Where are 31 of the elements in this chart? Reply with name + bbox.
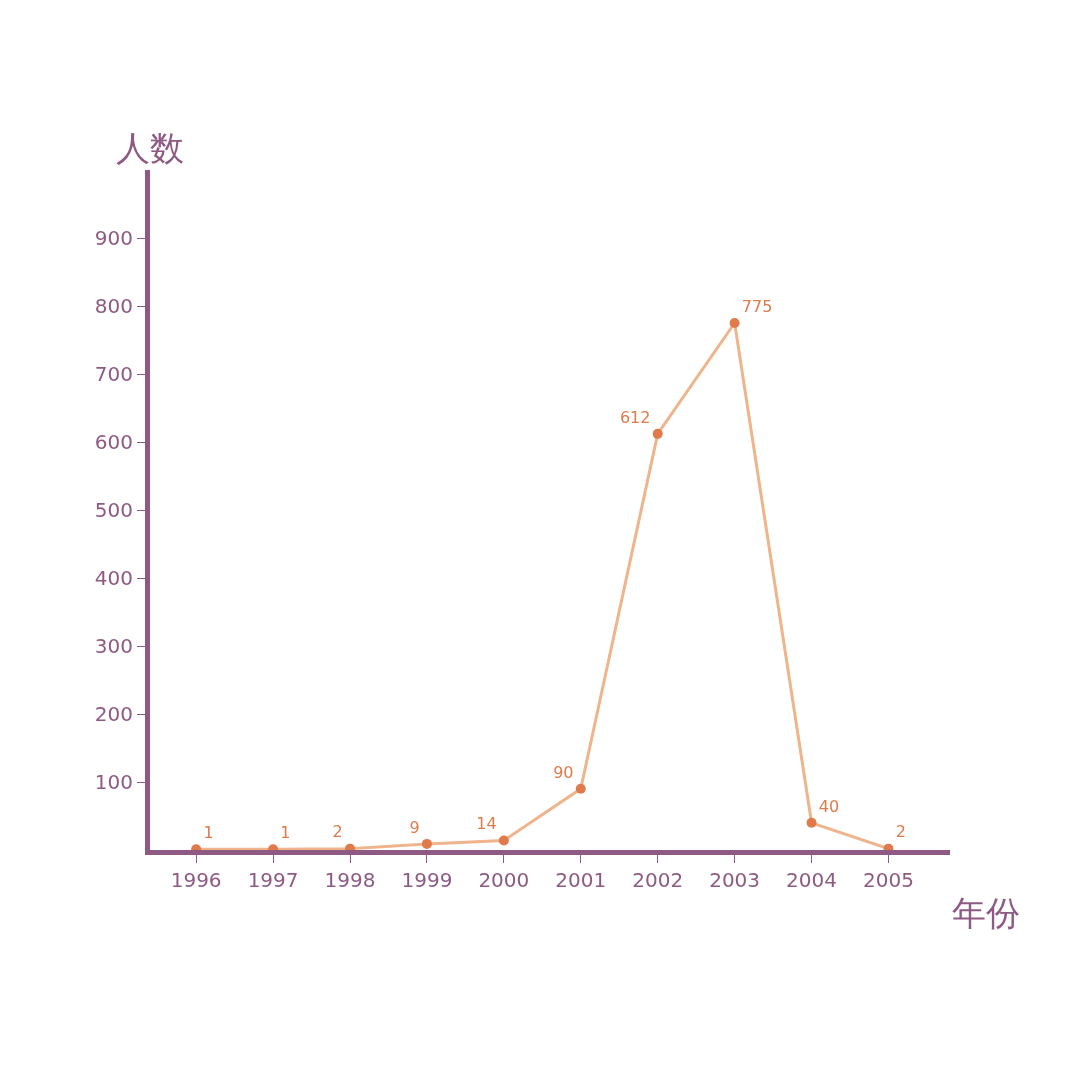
x-tick-label: 2000 — [478, 868, 530, 892]
x-tick-label: 1996 — [170, 868, 222, 892]
x-tick-label: 2001 — [555, 868, 607, 892]
y-tick-label: 800 — [94, 294, 133, 318]
data-label: 1 — [280, 823, 291, 843]
y-tick-label: 500 — [94, 498, 133, 522]
data-label: 40 — [818, 796, 840, 816]
data-label: 612 — [619, 407, 651, 427]
x-tick-label: 2003 — [709, 868, 761, 892]
y-tick-label: 300 — [94, 634, 133, 658]
y-tick-label: 900 — [94, 226, 133, 250]
x-tick-label: 1997 — [247, 868, 299, 892]
x-tick-label: 2005 — [863, 868, 914, 892]
x-tick-label: 2002 — [632, 868, 684, 892]
x-tick-label: 2004 — [786, 868, 837, 892]
data-label: 2 — [895, 822, 906, 842]
data-label: 90 — [553, 762, 574, 782]
x-tick-label: 1999 — [401, 868, 453, 892]
data-label: 1 — [203, 823, 214, 843]
data-label: 2 — [332, 822, 343, 842]
data-label: 9 — [409, 817, 420, 837]
data-label: 775 — [741, 296, 773, 316]
y-tick-label: 100 — [94, 770, 133, 794]
data-label: 14 — [476, 814, 497, 834]
y-tick-label: 200 — [94, 702, 133, 726]
x-axis-title: 年份 — [952, 893, 1020, 933]
x-tick-label: 1998 — [324, 868, 376, 892]
y-tick-label: 400 — [94, 566, 133, 590]
y-tick-label: 600 — [94, 430, 133, 454]
y-tick-label: 700 — [94, 362, 133, 386]
y-axis-title: 人数 — [116, 128, 184, 168]
